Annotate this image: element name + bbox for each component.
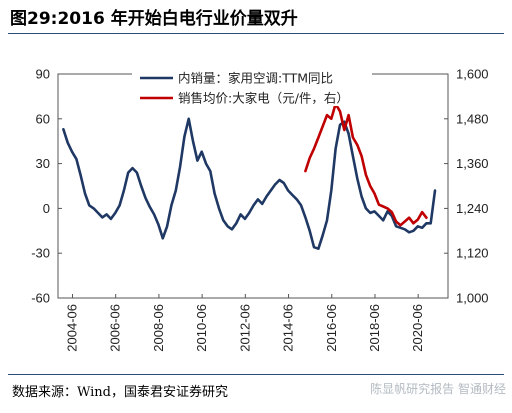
x-axis-tick-label: 2018-06: [367, 304, 382, 352]
right-axis-tick-label: 1,360: [456, 156, 489, 171]
x-axis-tick-label: 2016-06: [324, 304, 339, 352]
right-axis-tick-label: 1,000: [456, 291, 489, 306]
left-axis-tick-label: 0: [43, 201, 50, 216]
x-axis-tick-label: 2008-06: [151, 304, 166, 352]
left-axis-tick-label: -30: [31, 246, 50, 261]
left-axis-tick-label: 60: [36, 111, 50, 126]
series-line-ac-sales-yoy: [62, 117, 437, 250]
legend-box: [132, 68, 372, 106]
title-divider: [8, 33, 504, 34]
left-axis-tick-label: 90: [36, 67, 50, 82]
x-axis-tick-label: 2014-06: [281, 304, 296, 352]
footer-divider: [8, 374, 504, 375]
chart-title: 图29:2016 年开始白电行业价量双升: [10, 9, 298, 29]
x-axis-tick-label: 2012-06: [237, 304, 252, 352]
left-axis-tick-label: -60: [31, 291, 50, 306]
left-axis-tick-label: 30: [36, 156, 50, 171]
x-axis-tick-label: 2010-06: [194, 304, 209, 352]
legend-label: 销售均价:大家电（元/件，右）: [178, 91, 349, 106]
plot-area-frame: [57, 73, 449, 299]
x-axis-tick-label: 2020-06: [410, 304, 425, 352]
watermark-text: 陈显帆研究报告 智通财经: [370, 382, 506, 396]
x-axis-tick-label: 2006-06: [108, 304, 123, 352]
right-axis-tick-label: 1,600: [456, 67, 489, 82]
right-axis-tick-label: 1,480: [456, 111, 489, 126]
right-axis-tick-label: 1,240: [456, 201, 489, 216]
series-line-avg-price: [304, 102, 428, 227]
data-source-note: 数据来源：Wind，国泰君安证券研究: [12, 385, 228, 400]
x-axis-tick-label: 2004-06: [64, 304, 79, 352]
right-axis-tick-label: 1,120: [456, 246, 489, 261]
legend-label: 内销量：家用空调:TTM同比: [178, 71, 333, 86]
